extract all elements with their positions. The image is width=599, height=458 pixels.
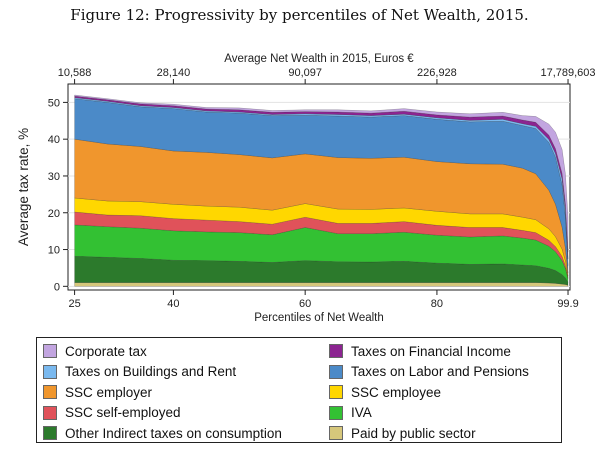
legend-label: Paid by public sector [351,425,476,441]
y-tick-label: 40 [48,134,60,146]
legend-item: SSC employer [43,382,152,402]
x-tick-label: 99.9 [557,298,578,310]
legend-swatch [43,405,57,420]
legend-swatch [43,364,57,379]
legend-item: Paid by public sector [329,423,476,443]
legend-label: Taxes on Labor and Pensions [351,364,529,379]
top-x-tick-label: 90,097 [288,67,322,79]
y-tick-label: 10 [48,245,60,257]
legend-label: SSC employee [351,384,442,400]
legend-swatch [329,344,343,358]
x-tick-label: 40 [167,298,179,310]
legend-label: Corporate tax [65,343,147,359]
legend-label: IVA [351,405,372,420]
legend-swatch [43,426,57,440]
top-x-tick-label: 10,588 [58,67,92,79]
legend-item: Corporate tax [43,341,147,361]
top-x-tick-label: 17,789,603 [540,67,595,79]
legend-label: Taxes on Buildings and Rent [65,364,237,379]
legend-item: SSC self-employed [43,403,181,423]
top-x-tick-label: 28,140 [157,67,191,79]
y-axis-label: Average tax rate, % [16,128,31,246]
x-axis-label: Percentiles of Net Wealth [254,312,384,324]
top-axis-label: Average Net Wealth in 2015, Euros € [224,53,414,65]
legend-swatch [329,364,343,379]
legend-label: Other Indirect taxes on consumption [65,425,282,441]
y-tick-label: 0 [54,281,60,293]
legend-item: Taxes on Labor and Pensions [329,362,529,382]
legend-item: IVA [329,403,372,423]
axes-group: 0 10 20 30 40 50 25 40 60 80 99.9 10,588 28,140 90,09… [48,67,596,310]
area-paid-by-public-sector [74,282,569,287]
x-tick-label: 80 [431,298,443,310]
figure-title: Figure 12: Progressivity by percentiles … [70,6,529,24]
y-tick-label: 30 [48,171,60,183]
area-corporate-tax [74,94,569,252]
legend-item: Taxes on Financial Income [329,341,511,361]
legend-swatch [329,385,343,399]
stacked-area-chart: 0 10 20 30 40 50 25 40 60 80 99.9 10,588 28,140 90,09… [16,53,596,324]
legend-swatch [329,426,343,440]
legend-swatch [43,385,57,399]
x-tick-label: 25 [68,298,80,310]
legend-swatch [329,405,343,420]
legend-label: Taxes on Financial Income [351,343,511,359]
legend-item: Taxes on Buildings and Rent [43,362,236,382]
y-tick-label: 50 [48,97,60,109]
legend: Corporate tax Taxes on Buildings and Rent… [36,337,562,443]
legend-item: SSC employee [329,382,441,402]
legend-label: SSC self-employed [65,405,181,420]
legend-label: SSC employer [65,384,153,400]
y-tick-label: 20 [48,208,60,220]
x-tick-label: 60 [299,298,311,310]
legend-swatch [43,344,57,358]
area-series-group [74,94,569,287]
top-x-tick-label: 226,928 [417,67,457,79]
legend-item: Other Indirect taxes on consumption [43,423,282,443]
